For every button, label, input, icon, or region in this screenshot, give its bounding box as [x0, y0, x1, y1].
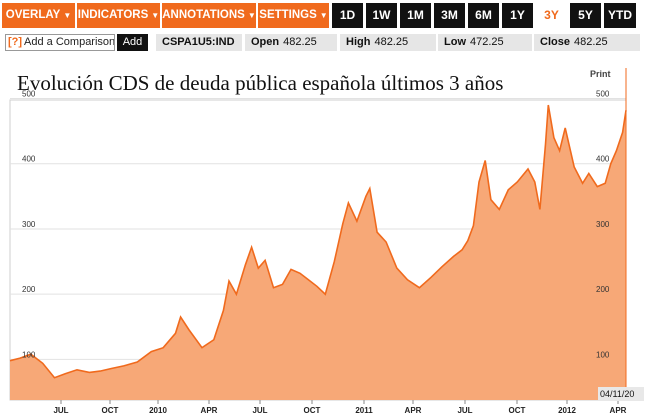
annotations-menu-label: ANNOTATIONS [162, 9, 245, 21]
high-quote: High 482.25 [340, 34, 436, 51]
y-tick-label: 400 [22, 155, 36, 164]
y-tick-label: 100 [22, 350, 36, 359]
chevron-down-icon: ▼ [63, 11, 72, 20]
print-link[interactable]: Print [590, 69, 611, 79]
chart-toolbar: OVERLAY ▼ INDICATORS ▼ ANNOTATIONS ▼ SETTIN… [0, 0, 650, 31]
settings-menu-button[interactable]: SETTINGS ▼ [258, 3, 329, 28]
x-tick-label: JUL [457, 406, 472, 415]
open-value: 482.25 [283, 36, 317, 48]
y-tick-label: 400 [596, 155, 610, 164]
add-comparison-field[interactable]: [?] Add a Comparison [5, 34, 115, 51]
range-1m-button[interactable]: 1M [400, 3, 431, 28]
price-chart[interactable]: 100 100 200 200 300 300 400 400 500 500 JUL OCT 201… [0, 56, 650, 420]
y-tick-label: 500 [22, 90, 36, 99]
y-tick-label: 500 [596, 90, 610, 99]
range-3y-button[interactable]: 3Y [536, 3, 567, 28]
range-3m-button[interactable]: 3M [434, 3, 465, 28]
overlay-menu-button[interactable]: OVERLAY ▼ [2, 3, 75, 28]
add-comparison-button[interactable]: Add [117, 34, 148, 51]
range-6m-button[interactable]: 6M [468, 3, 499, 28]
y-tick-label: 100 [596, 350, 610, 359]
open-label: Open [251, 36, 280, 48]
x-tick-label: JUL [53, 406, 68, 415]
price-line [9, 104, 627, 379]
ticker-symbol: CSPA1U5:IND [156, 34, 242, 51]
chevron-down-icon: ▼ [247, 11, 256, 20]
settings-menu-label: SETTINGS [259, 9, 317, 21]
open-quote: Open 482.25 [245, 34, 337, 51]
y-axis-ticks: 100 100 200 200 300 300 400 400 500 500 [22, 90, 610, 360]
indicators-menu-label: INDICATORS [77, 9, 149, 21]
add-comparison-label: Add a Comparison [24, 36, 115, 48]
x-tick-label: OCT [102, 406, 119, 415]
range-ytd-button[interactable]: YTD [604, 3, 636, 28]
x-tick-label: APR [201, 406, 218, 415]
x-tick-label: 2010 [149, 406, 167, 415]
last-date-label: 04/11/20 [598, 387, 644, 401]
annotations-menu-button[interactable]: ANNOTATIONS ▼ [162, 3, 256, 28]
low-quote: Low 472.25 [438, 34, 532, 51]
price-area [10, 105, 626, 400]
chevron-down-icon: ▼ [319, 11, 328, 20]
chart-title: Evolución CDS de deuda pública española … [17, 71, 504, 95]
range-5y-button[interactable]: 5Y [570, 3, 601, 28]
high-value: 482.25 [374, 36, 409, 48]
low-value: 472.25 [470, 36, 504, 48]
x-tick-label: APR [610, 406, 627, 415]
chevron-down-icon: ▼ [151, 11, 160, 20]
x-tick-label: 2012 [558, 406, 576, 415]
high-label: High [346, 36, 371, 48]
y-tick-label: 300 [22, 220, 36, 229]
help-icon: [?] [8, 36, 23, 48]
range-1d-button[interactable]: 1D [332, 3, 363, 28]
range-1y-button[interactable]: 1Y [502, 3, 533, 28]
y-tick-label: 300 [596, 220, 610, 229]
x-tick-label: OCT [509, 406, 526, 415]
x-tick-label: APR [405, 406, 422, 415]
x-tick-label: OCT [304, 406, 321, 415]
close-quote: Close 482.25 [534, 34, 640, 51]
y-tick-label: 200 [22, 285, 36, 294]
quote-info-bar: [?] Add a Comparison Add CSPA1U5:IND Open… [0, 33, 650, 54]
overlay-menu-label: OVERLAY [5, 9, 61, 21]
close-value: 482.25 [573, 36, 608, 48]
close-label: Close [540, 36, 570, 48]
indicators-menu-button[interactable]: INDICATORS ▼ [77, 3, 160, 28]
range-1w-button[interactable]: 1W [366, 3, 397, 28]
x-tick-label: JUL [252, 406, 267, 415]
x-axis-ticks: JUL OCT 2010 APR JUL OCT 2011 APR JUL OCT 2012 APR [53, 400, 627, 415]
x-tick-label: 2011 [355, 406, 373, 415]
y-tick-label: 200 [596, 285, 610, 294]
low-label: Low [444, 36, 466, 48]
